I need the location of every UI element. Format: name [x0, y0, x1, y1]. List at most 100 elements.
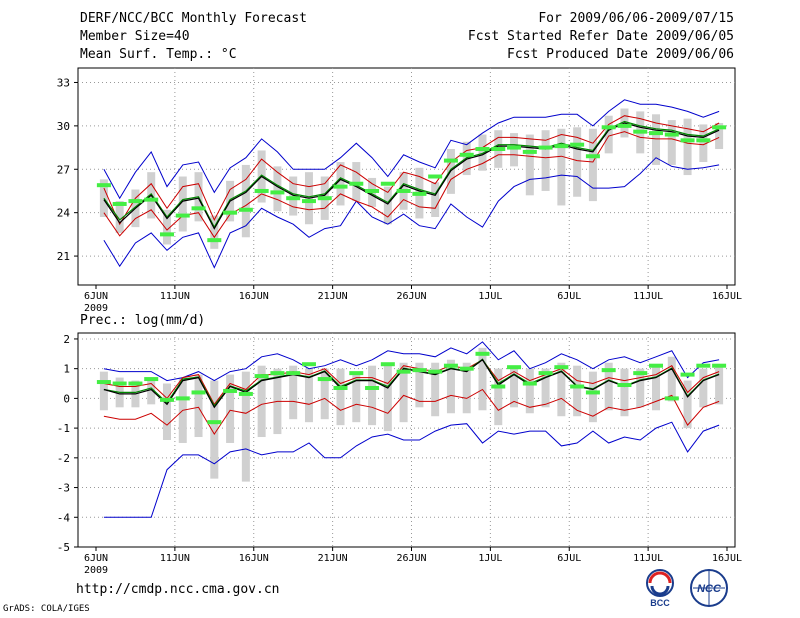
- climatology-marker: [396, 188, 411, 193]
- ensemble-bar: [525, 134, 534, 196]
- ensemble-bar: [320, 368, 329, 420]
- ensemble-bar: [699, 368, 708, 408]
- climatology-marker: [365, 385, 380, 390]
- climatology-marker: [128, 381, 143, 386]
- climatology-marker: [538, 371, 553, 376]
- ensemble-bar: [620, 368, 629, 417]
- ensemble-bar: [226, 374, 235, 443]
- ensemble-bar: [399, 362, 408, 423]
- ensemble-bar: [431, 362, 440, 417]
- climatology-marker: [286, 196, 301, 201]
- climatology-marker: [175, 213, 190, 218]
- upper-envelope-line: [103, 99, 720, 200]
- spread-line: [103, 131, 720, 239]
- ensemble-bar: [715, 365, 724, 405]
- climatology-marker: [238, 207, 253, 212]
- climatology-marker: [412, 191, 427, 196]
- climatology-marker: [570, 142, 585, 147]
- climatology-marker: [128, 199, 143, 204]
- ncc-logo-icon: NCC: [690, 569, 728, 607]
- ensemble-bar: [699, 124, 708, 163]
- ensemble-bar: [525, 368, 534, 414]
- x-tick-label: 6JUN: [84, 553, 108, 564]
- ensemble-bar: [541, 130, 550, 191]
- ensemble-bar: [667, 120, 676, 165]
- y-tick-label: 21: [57, 250, 70, 263]
- ensemble-bar: [462, 362, 471, 414]
- climatology-marker: [428, 369, 443, 374]
- ensemble-bar: [273, 166, 282, 212]
- ensemble-bar: [336, 368, 345, 426]
- ensemble-bar: [383, 362, 392, 432]
- climatology-marker: [286, 371, 301, 376]
- climatology-marker: [443, 158, 458, 163]
- climatology-marker: [585, 154, 600, 159]
- climatology-marker: [459, 366, 474, 371]
- ensemble-bar: [241, 371, 250, 482]
- x-tick-label: 1JUL: [478, 553, 502, 564]
- climatology-marker: [475, 147, 490, 152]
- climatology-marker: [649, 363, 664, 368]
- x-tick-label: 16JUL: [712, 553, 742, 564]
- y-tick-label: -2: [57, 452, 70, 465]
- y-tick-label: 33: [57, 76, 70, 89]
- ensemble-bar: [210, 215, 219, 249]
- bcc-logo-icon: BCC: [646, 569, 674, 608]
- spread-line: [103, 115, 720, 226]
- climatology-marker: [349, 181, 364, 186]
- climatology-marker: [601, 368, 616, 373]
- climatology-marker: [554, 144, 569, 149]
- ensemble-bar: [573, 127, 582, 197]
- ensemble-bar: [446, 359, 455, 414]
- climatology-marker: [491, 384, 506, 389]
- climatology-marker: [365, 188, 380, 193]
- forecast-produced-date: Fcst Produced Date 2009/06/06: [507, 47, 734, 62]
- x-tick-label: 6JUL: [557, 291, 581, 302]
- ensemble-bar: [304, 368, 313, 423]
- median-line: [103, 120, 720, 229]
- climatology-marker: [664, 396, 679, 401]
- climatology-marker: [270, 371, 285, 376]
- ensemble-bar: [604, 362, 613, 411]
- ensemble-bar: [667, 356, 676, 402]
- climatology-marker: [223, 388, 238, 393]
- ensemble-bar: [162, 383, 171, 440]
- climatology-marker: [254, 188, 269, 193]
- y-tick-label: -3: [57, 482, 70, 495]
- ensemble-bar: [352, 162, 361, 202]
- forecast-period: For 2009/06/06-2009/07/15: [538, 11, 734, 26]
- x-tick-label: 26JUN: [396, 291, 426, 302]
- climatology-marker: [317, 377, 332, 382]
- climatology-marker: [96, 380, 111, 385]
- climatology-marker: [238, 391, 253, 396]
- y-tick-label: -5: [57, 541, 70, 554]
- plot-frame: [77, 67, 736, 286]
- y-tick-label: 27: [57, 163, 70, 176]
- climatology-marker: [159, 397, 174, 402]
- climatology-marker: [144, 197, 159, 202]
- climatology-marker: [223, 210, 238, 215]
- mean-line: [103, 122, 720, 230]
- climatology-marker: [144, 377, 159, 382]
- ensemble-bar: [636, 368, 645, 408]
- climatology-marker: [522, 381, 537, 386]
- ensemble-bar: [336, 162, 345, 206]
- forecast-start-date: Fcst Started Refer Date 2009/06/05: [467, 29, 734, 44]
- bcc-logo-text: BCC: [650, 598, 670, 608]
- y-tick-label: -4: [57, 511, 71, 524]
- x-tick-label: 11JUN: [160, 553, 190, 564]
- x-tick-label: 16JUN: [239, 553, 269, 564]
- precip-title: Prec.: log(mm/d): [80, 313, 205, 328]
- climatology-marker: [617, 123, 632, 128]
- ensemble-bar: [368, 365, 377, 426]
- climatology-marker: [191, 390, 206, 395]
- plot-frame: [77, 332, 736, 548]
- x-tick-label: 21JUN: [318, 291, 348, 302]
- variable-label: Mean Surf. Temp.: °C: [80, 47, 237, 62]
- climatology-marker: [380, 362, 395, 367]
- climatology-marker: [522, 149, 537, 154]
- upper-envelope-line: [103, 341, 720, 382]
- x-tick-label: 11JUL: [633, 291, 663, 302]
- climatology-marker: [412, 368, 427, 373]
- website-url[interactable]: http://cmdp.ncc.cma.gov.cn: [76, 582, 280, 597]
